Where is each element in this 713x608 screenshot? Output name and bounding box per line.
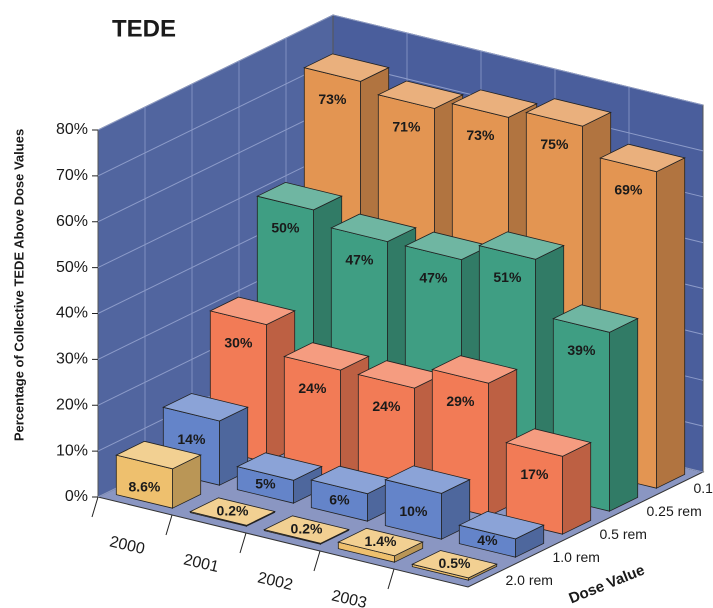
value-label: 6% bbox=[329, 491, 350, 507]
value-label: 51% bbox=[493, 269, 522, 285]
bar-top bbox=[263, 515, 350, 544]
series-label: 2.0 rem bbox=[506, 572, 553, 588]
x-tick-label: 2001 bbox=[182, 551, 221, 576]
x-tick bbox=[165, 514, 173, 536]
bar bbox=[337, 527, 424, 563]
bar-top bbox=[303, 53, 390, 82]
x-tick-label: 2002 bbox=[256, 569, 295, 594]
y-tick-label: 60% bbox=[56, 213, 88, 230]
bar-top bbox=[431, 355, 518, 384]
bar-top bbox=[209, 296, 296, 326]
bar-side bbox=[656, 157, 686, 489]
x-tick bbox=[239, 532, 247, 554]
bar-top bbox=[162, 393, 249, 422]
value-label: 47% bbox=[345, 251, 374, 267]
bar-top bbox=[330, 213, 417, 243]
bar-top bbox=[505, 428, 592, 457]
bar-top bbox=[236, 452, 323, 481]
bar-top bbox=[525, 98, 612, 127]
bar-top bbox=[478, 231, 565, 260]
bar-top bbox=[411, 550, 498, 579]
bar bbox=[505, 428, 592, 535]
value-label: 5% bbox=[255, 476, 276, 492]
bar-top bbox=[337, 527, 424, 557]
value-label: 73% bbox=[318, 91, 347, 107]
value-label: 47% bbox=[419, 269, 448, 285]
grid-line bbox=[97, 14, 704, 131]
bar bbox=[310, 465, 397, 522]
value-label: 39% bbox=[567, 342, 596, 358]
value-label: 14% bbox=[177, 431, 206, 447]
value-label: 75% bbox=[540, 136, 569, 152]
x-tick bbox=[313, 550, 321, 572]
series-label: 1.0 rem bbox=[553, 549, 600, 565]
value-label: 71% bbox=[392, 118, 421, 134]
x-tick bbox=[387, 568, 395, 590]
bar bbox=[411, 550, 498, 581]
bar bbox=[458, 510, 545, 558]
y-tick-label: 40% bbox=[56, 305, 88, 322]
value-label: 4% bbox=[477, 532, 498, 548]
bar-top bbox=[458, 510, 545, 540]
bar bbox=[236, 452, 323, 504]
value-label: 0.2% bbox=[291, 520, 323, 536]
value-label: 69% bbox=[614, 182, 643, 198]
bar-top bbox=[552, 304, 639, 333]
bar bbox=[115, 440, 202, 509]
chart-title: TEDE bbox=[112, 15, 176, 42]
x-tick bbox=[91, 496, 99, 518]
depth-axis-label: Dose Value bbox=[567, 562, 648, 608]
value-label: 73% bbox=[466, 127, 495, 143]
bar-top bbox=[384, 465, 471, 494]
bar-top bbox=[115, 440, 202, 470]
series-label: 0.25 rem bbox=[647, 503, 702, 519]
bar bbox=[283, 342, 370, 481]
y-tick-label: 50% bbox=[56, 259, 88, 276]
value-label: 0.5% bbox=[439, 555, 471, 571]
bar-top bbox=[283, 342, 370, 371]
series-label: 0.5 rem bbox=[600, 526, 647, 542]
series-label: 0.1 rem bbox=[694, 480, 713, 496]
x-tick-label: 2003 bbox=[330, 587, 369, 608]
value-label: 17% bbox=[520, 466, 549, 482]
bar bbox=[384, 465, 471, 540]
bar bbox=[263, 515, 350, 545]
bar-top bbox=[377, 80, 464, 109]
y-tick-label: 10% bbox=[56, 442, 88, 459]
value-label: 10% bbox=[399, 503, 428, 519]
value-label: 1.4% bbox=[365, 533, 397, 549]
value-label: 50% bbox=[271, 220, 300, 236]
value-label: 24% bbox=[298, 380, 327, 396]
value-label: 29% bbox=[446, 393, 475, 409]
y-tick-label: 30% bbox=[56, 351, 88, 368]
bar-side bbox=[562, 441, 592, 535]
y-tick-label: 20% bbox=[56, 396, 88, 413]
value-label: 30% bbox=[224, 334, 253, 350]
bar-top bbox=[451, 89, 538, 118]
y-tick-label: 80% bbox=[56, 121, 88, 138]
bar-top bbox=[599, 143, 686, 173]
bar-side bbox=[609, 317, 639, 512]
y-tick-label: 0% bbox=[65, 488, 88, 505]
bar bbox=[189, 497, 276, 527]
value-label: 24% bbox=[372, 398, 401, 414]
y-axis-label: Percentage of Collective TEDE Above Dose… bbox=[11, 129, 26, 441]
value-label: 0.2% bbox=[217, 502, 249, 518]
value-label: 8.6% bbox=[128, 479, 160, 495]
x-tick-label: 2000 bbox=[108, 533, 147, 558]
bar-top bbox=[189, 497, 276, 526]
bar-top bbox=[256, 181, 343, 211]
y-tick-label: 70% bbox=[56, 167, 88, 184]
